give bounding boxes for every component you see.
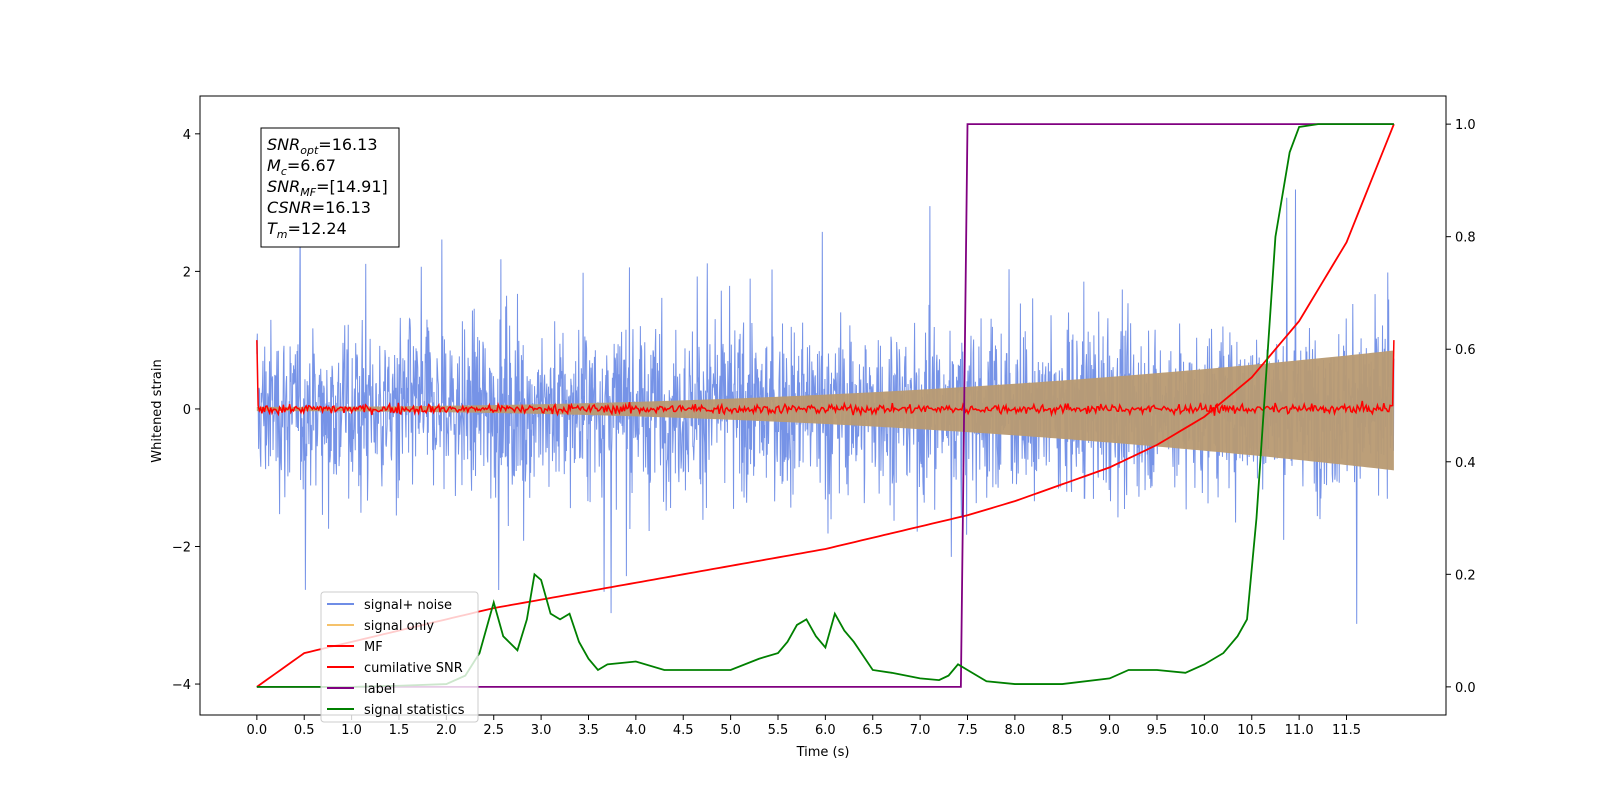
y-right-tick-label: 0.6 bbox=[1455, 343, 1476, 358]
annotation-variable: SNR bbox=[267, 135, 300, 154]
y-right-tick-label: 0.8 bbox=[1455, 231, 1476, 246]
x-tick-label: 8.5 bbox=[1052, 723, 1073, 738]
annotation-value: =12.24 bbox=[288, 219, 347, 238]
legend-label: signal statistics bbox=[364, 703, 465, 718]
y-right-tick-label: 0.4 bbox=[1455, 456, 1476, 471]
annotation-box-frame bbox=[260, 127, 400, 248]
annotation-subscript: MF bbox=[300, 186, 316, 199]
x-tick-label: 2.5 bbox=[483, 723, 504, 738]
x-tick-label: 8.0 bbox=[1005, 723, 1026, 738]
x-tick-label: 9.0 bbox=[1099, 723, 1120, 738]
annotation-line: SNRMF=[14.91] bbox=[267, 177, 388, 199]
x-tick-label: 11.0 bbox=[1285, 723, 1314, 738]
legend-label: signal+ noise bbox=[364, 598, 452, 613]
legend-label: MF bbox=[364, 640, 383, 655]
annotation-line: Mc=6.67 bbox=[267, 156, 336, 178]
y-left-tick-label: −4 bbox=[172, 678, 191, 693]
x-tick-label: 6.0 bbox=[815, 723, 836, 738]
plot-frame bbox=[199, 95, 1447, 716]
x-tick-label: 9.5 bbox=[1147, 723, 1168, 738]
x-tick-label: 0.0 bbox=[247, 723, 268, 738]
x-axis-label: Time (s) bbox=[796, 745, 850, 760]
annotation-line: SNRopt=16.13 bbox=[267, 135, 378, 157]
annotation-value: =[14.91] bbox=[316, 177, 388, 196]
legend-label: signal only bbox=[364, 619, 434, 634]
y-right-tick-label: 0.0 bbox=[1455, 681, 1476, 696]
annotation-variable: CSNR bbox=[267, 198, 312, 217]
x-tick-label: 0.5 bbox=[294, 723, 315, 738]
x-tick-label: 7.5 bbox=[957, 723, 978, 738]
annotation-value: =6.67 bbox=[287, 156, 336, 175]
x-tick-label: 4.0 bbox=[626, 723, 647, 738]
annotation-box: SNRopt=16.13Mc=6.67SNRMF=[14.91]CSNR=16.… bbox=[260, 127, 400, 248]
series-signal-statistics-line bbox=[256, 123, 1394, 688]
series-label-line bbox=[256, 123, 1394, 688]
series-mf-line bbox=[256, 340, 1395, 418]
annotation-variable: M bbox=[267, 156, 281, 175]
legend-label: label bbox=[364, 682, 395, 697]
x-tick-label: 11.5 bbox=[1332, 723, 1361, 738]
annotation-value: =16.13 bbox=[312, 198, 371, 217]
x-tick-label: 1.5 bbox=[389, 723, 410, 738]
x-tick-label: 5.5 bbox=[768, 723, 789, 738]
annotation-line: CSNR=16.13 bbox=[267, 198, 371, 217]
y-left-tick-label: 0 bbox=[183, 403, 191, 418]
x-tick-label: 10.5 bbox=[1237, 723, 1266, 738]
legend: signal+ noise signal only MF cumilative SNR… bbox=[320, 591, 479, 723]
annotation-line: Tm=12.24 bbox=[267, 219, 347, 241]
y-left-tick-label: 2 bbox=[183, 265, 191, 280]
x-tick-label: 4.5 bbox=[673, 723, 694, 738]
x-tick-label: 10.0 bbox=[1190, 723, 1219, 738]
annotation-value: =16.13 bbox=[318, 135, 377, 154]
annotation-subscript: m bbox=[277, 228, 288, 241]
y-axis-label-left: Whitened strain bbox=[150, 359, 165, 462]
annotation-variable: SNR bbox=[267, 177, 300, 196]
x-tick-label: 1.0 bbox=[341, 723, 362, 738]
x-tick-label: 5.0 bbox=[720, 723, 741, 738]
y-axis-left: −4 −2 0 2 4 bbox=[172, 128, 200, 693]
x-axis: 0.0 0.5 1.0 1.5 2.0 2.5 3.0 3.5 4.0 4.5 5.0 5.5 6.0 6… bbox=[247, 715, 1361, 738]
y-axis-right: 0.0 0.2 0.4 0.6 0.8 1.0 bbox=[1446, 118, 1476, 696]
y-right-tick-label: 1.0 bbox=[1455, 118, 1476, 133]
annotation-variable: T bbox=[267, 219, 278, 238]
y-right-tick-label: 0.2 bbox=[1455, 568, 1476, 583]
annotation-subscript: c bbox=[281, 165, 287, 178]
y-left-tick-label: 4 bbox=[183, 128, 191, 143]
legend-label: cumilative SNR bbox=[364, 661, 463, 676]
y-left-tick-label: −2 bbox=[172, 540, 191, 555]
x-tick-label: 3.0 bbox=[531, 723, 552, 738]
annotation-subscript: opt bbox=[300, 144, 319, 157]
x-tick-label: 3.5 bbox=[578, 723, 599, 738]
x-tick-label: 2.0 bbox=[436, 723, 457, 738]
x-tick-label: 7.0 bbox=[910, 723, 931, 738]
legend-frame bbox=[320, 591, 479, 723]
x-tick-label: 6.5 bbox=[862, 723, 883, 738]
